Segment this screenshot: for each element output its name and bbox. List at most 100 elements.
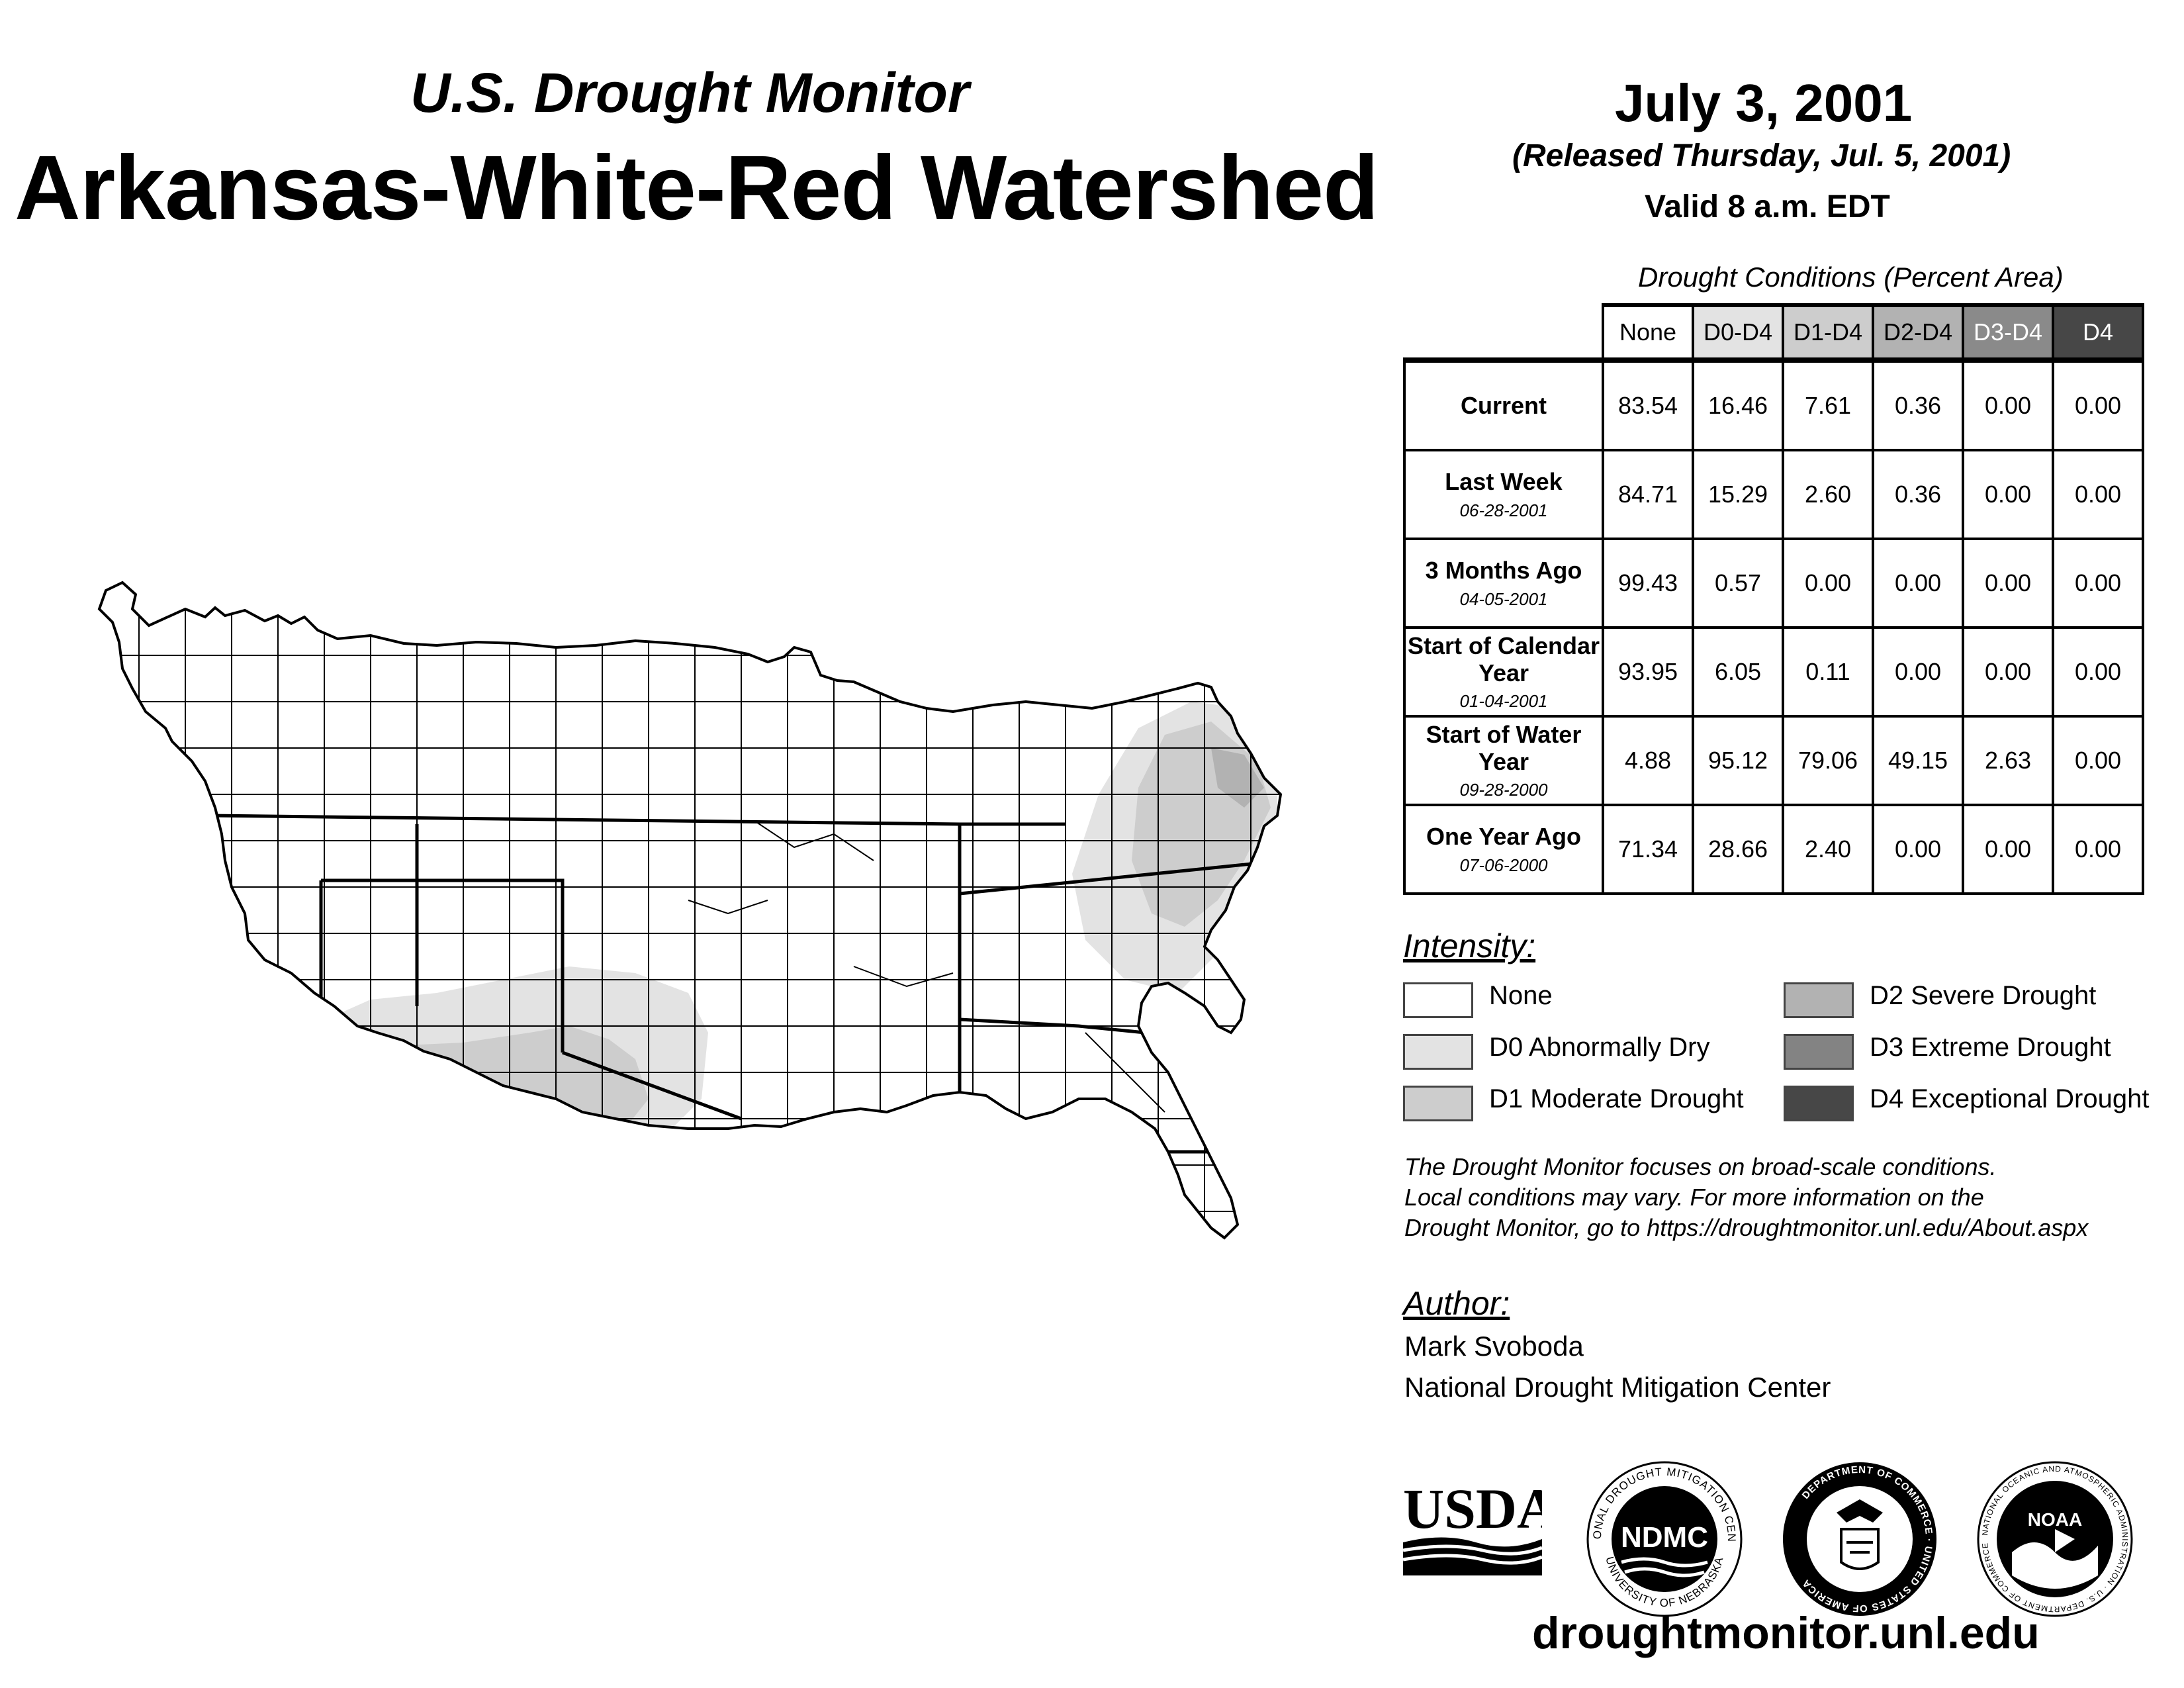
col-header: D1-D4 (1782, 303, 1874, 361)
map-subtitle: U.S. Drought Monitor (410, 62, 970, 124)
header-blank (1404, 305, 1603, 360)
table-cell: 2.60 (1782, 449, 1874, 540)
map-date: July 3, 2001 (1615, 73, 1913, 132)
table-row: Current 83.54 16.46 7.61 0.36 0.00 0.00 (1403, 359, 2144, 451)
table-cell: 93.95 (1602, 626, 1694, 718)
table-cell: 84.71 (1602, 449, 1694, 540)
table-cell: 6.05 (1692, 626, 1784, 718)
table-cell: 15.29 (1692, 449, 1784, 540)
legend-swatch (1403, 982, 1473, 1018)
usda-logo: USDA (1403, 1477, 1542, 1575)
note-line: The Drought Monitor focuses on broad-sca… (1404, 1153, 1997, 1180)
legend-label: D3 Extreme Drought (1870, 1033, 2111, 1062)
row-label: Current (1403, 359, 1604, 451)
release-date: (Released Thursday, Jul. 5, 2001) (1512, 138, 2011, 173)
ndmc-logo-text: NDMC (1621, 1521, 1708, 1554)
row-label: Start of Water Year 09-28-2000 (1403, 715, 1604, 806)
row-label: 3 Months Ago 04-05-2001 (1403, 538, 1604, 629)
table-cell: 28.66 (1692, 804, 1784, 895)
table-row: One Year Ago 07-06-2000 71.34 28.66 2.40 0.00… (1403, 804, 2144, 895)
note-line: Drought Monitor, go to https://droughtmo… (1404, 1214, 2089, 1241)
author-heading: Author: (1403, 1285, 1510, 1322)
drought-stats-table: None D0-D4 D1-D4 D2-D4 D3-D4 D4 Current 8… (1403, 303, 2144, 895)
row-label: One Year Ago 07-06-2000 (1403, 804, 1604, 895)
table-cell: 0.36 (1872, 359, 1964, 451)
row-date: 06-28-2001 (1459, 500, 1548, 520)
info-note: The Drought Monitor focuses on broad-sca… (1404, 1152, 2088, 1243)
noaa-logo-text: NOAA (2028, 1509, 2082, 1530)
table-row: 3 Months Ago 04-05-2001 99.43 0.57 0.00 0.00 0… (1403, 538, 2144, 629)
row-label: Start of Calendar Year 01-04-2001 (1403, 626, 1604, 718)
table-cell: 4.88 (1602, 715, 1694, 806)
row-date: 04-05-2001 (1459, 588, 1548, 609)
row-label-text: Last Week (1445, 468, 1563, 496)
legend-label: D1 Moderate Drought (1489, 1084, 1744, 1113)
col-header: D2-D4 (1872, 303, 1964, 361)
map-title: Arkansas-White-Red Watershed (15, 137, 1379, 239)
legend-label: None (1489, 981, 1553, 1010)
author-org: National Drought Mitigation Center (1404, 1372, 1831, 1403)
row-date: 01-04-2001 (1459, 691, 1548, 712)
table-cell: 79.06 (1782, 715, 1874, 806)
legend-title: Intensity: (1403, 927, 1536, 964)
table-cell: 0.00 (1962, 804, 2054, 895)
table-cell: 83.54 (1602, 359, 1694, 451)
table-caption: Drought Conditions (Percent Area) (1638, 261, 2064, 293)
table-cell: 16.46 (1692, 359, 1784, 451)
row-label-text: Current (1460, 392, 1547, 420)
table-cell: 0.00 (1962, 449, 2054, 540)
table-cell: 2.40 (1782, 804, 1874, 895)
table-cell: 7.61 (1782, 359, 1874, 451)
col-header: D3-D4 (1962, 303, 2054, 361)
table-cell: 0.11 (1782, 626, 1874, 718)
table-cell: 0.00 (1872, 626, 1964, 718)
table-cell: 0.00 (2052, 804, 2144, 895)
row-label: Last Week 06-28-2001 (1403, 449, 1604, 540)
row-label-text: Start of Water Year (1426, 720, 1582, 776)
table-cell: 49.15 (1872, 715, 1964, 806)
table-cell: 0.00 (1962, 359, 2054, 451)
commerce-seal-logo: DEPARTMENT OF COMMERCE · UNITED STATES O… (1783, 1462, 1936, 1616)
legend-label: D4 Exceptional Drought (1870, 1084, 2150, 1113)
row-label-text: One Year Ago (1426, 823, 1582, 851)
table-cell: 0.00 (1872, 804, 1964, 895)
row-label-text: 3 Months Ago (1425, 557, 1582, 585)
table-row: Last Week 06-28-2001 84.71 15.29 2.60 0.36 0.0… (1403, 449, 2144, 540)
table-row: Start of Water Year 09-28-2000 4.88 95.12 79… (1403, 715, 2144, 806)
row-date: 09-28-2000 (1459, 780, 1548, 800)
col-header: None (1602, 303, 1694, 361)
table-cell: 2.63 (1962, 715, 2054, 806)
table-row: Start of Calendar Year 01-04-2001 93.95 6.0… (1403, 626, 2144, 718)
legend-label: D0 Abnormally Dry (1489, 1033, 1710, 1062)
table-cell: 95.12 (1692, 715, 1784, 806)
table-cell: 0.00 (2052, 626, 2144, 718)
table-cell: 99.43 (1602, 538, 1694, 629)
row-label-text: Start of Calendar Year (1407, 632, 1600, 687)
legend-swatch (1784, 982, 1854, 1018)
table-header-row: None D0-D4 D1-D4 D2-D4 D3-D4 D4 (1404, 303, 2144, 361)
noaa-logo: NATIONAL OCEANIC AND ATMOSPHERIC ADMINIS… (1977, 1461, 2133, 1617)
valid-time: Valid 8 a.m. EDT (1645, 189, 1890, 224)
table-cell: 71.34 (1602, 804, 1694, 895)
table-cell: 0.00 (1872, 538, 1964, 629)
table-cell: 0.00 (1962, 626, 2054, 718)
legend-swatch (1403, 1086, 1473, 1121)
legend-swatch (1784, 1086, 1854, 1121)
table-cell: 0.00 (2052, 538, 2144, 629)
table-cell: 0.00 (1962, 538, 2054, 629)
legend-swatch (1403, 1034, 1473, 1070)
ndmc-logo: NATIONAL DROUGHT MITIGATION CENTER UNIVE… (1585, 1460, 1743, 1617)
col-header: D0-D4 (1692, 303, 1784, 361)
author-name: Mark Svoboda (1404, 1331, 1584, 1362)
table-cell: 0.00 (1782, 538, 1874, 629)
note-line: Local conditions may vary. For more info… (1404, 1184, 1984, 1211)
website-url[interactable]: droughtmonitor.unl.edu (1532, 1608, 2040, 1658)
col-header: D4 (2052, 303, 2144, 361)
legend-swatch (1784, 1034, 1854, 1070)
table-cell: 0.57 (1692, 538, 1784, 629)
table-cell: 0.36 (1872, 449, 1964, 540)
row-date: 07-06-2000 (1459, 855, 1548, 875)
legend-label: D2 Severe Drought (1870, 981, 2097, 1010)
table-cell: 0.00 (2052, 449, 2144, 540)
usda-logo-text: USDA (1403, 1477, 1542, 1540)
